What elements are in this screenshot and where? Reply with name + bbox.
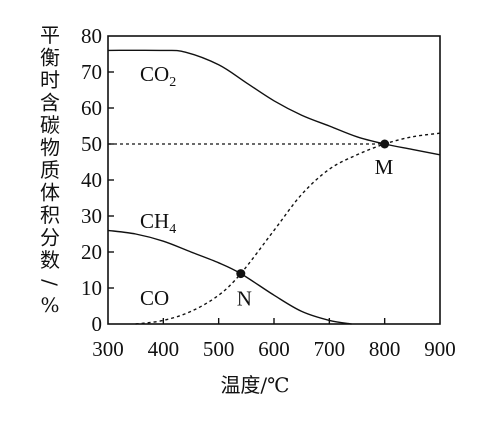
x-tick-label: 900 [424,337,456,361]
series-label-co: CO [140,286,169,310]
series-labels: CO2 CH4 CO [140,62,176,310]
x-tick-label: 300 [92,337,124,361]
y-tick-label: 10 [81,276,102,300]
y-tick-label: 40 [81,168,102,192]
series-line-ch4 [107,229,352,325]
point-n [236,269,246,279]
series-label-ch4: CH4 [140,209,176,237]
x-axis-title: 温度/℃ [220,373,289,397]
y-axis-title-char: % [40,293,59,317]
y-axis-title-char: 衡 [40,46,60,70]
y-axis-title-char: 时 [40,68,60,92]
x-tick-label: 700 [314,337,346,361]
y-tick-label: 60 [81,96,102,120]
y-tick-label: 70 [81,60,102,84]
x-axis-ticks: 300 400 500 600 700 800 900 [92,318,456,361]
y-axis-title-char: 数 [40,248,60,272]
x-tick-label: 500 [203,337,235,361]
y-axis-title-char: 分 [40,226,60,250]
point-label-n: N [237,287,252,311]
x-tick-label: 600 [258,337,290,361]
y-tick-label: 20 [81,240,102,264]
point-label-m: M [375,155,394,179]
y-axis-title-char: 体 [40,181,60,205]
series-label-co2: CO2 [140,62,176,90]
y-axis-ticks: 0 10 20 30 40 50 60 70 80 [81,24,114,336]
y-axis-title-char: 质 [40,158,60,182]
series-line-co [135,132,441,325]
y-axis-title-char: 物 [40,136,60,160]
y-tick-label: 80 [81,24,102,48]
x-tick-label: 800 [369,337,401,361]
y-tick-label: 0 [92,312,103,336]
y-axis-title-char: 积 [40,203,60,227]
point-m [380,139,390,149]
x-tick-label: 400 [148,337,180,361]
marked-points: MN [236,139,394,311]
y-axis-title-char: / [38,279,62,286]
y-axis-title-char: 平 [40,23,60,47]
y-axis-title-char: 含 [40,91,60,115]
y-axis-title-char: 碳 [40,113,60,137]
y-tick-label: 50 [81,132,102,156]
y-tick-label: 30 [81,204,102,228]
series-lines [107,49,441,325]
